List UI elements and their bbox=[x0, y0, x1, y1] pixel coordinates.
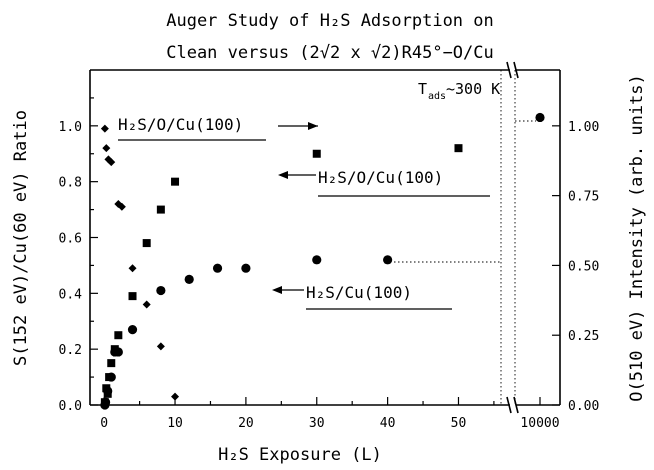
x-tick-label: 10000 bbox=[520, 416, 559, 431]
chart-title-line-1: Auger Study of H₂S Adsorption on bbox=[166, 11, 494, 31]
square-point bbox=[156, 205, 165, 214]
x-tick-label: 0 bbox=[100, 416, 108, 431]
temperature-annotation: T ads ~300 K bbox=[418, 80, 500, 102]
y-axis-right-ticks: 0.00 0.25 0.50 0.75 1.00 bbox=[552, 120, 599, 414]
x-tick-label: 30 bbox=[309, 416, 325, 431]
y-left-tick-label: 0.2 bbox=[59, 343, 82, 358]
y-left-tick-label: 0.0 bbox=[59, 399, 82, 414]
circle-point bbox=[383, 255, 393, 265]
annotation-label-3: H₂S/Cu(100) bbox=[306, 283, 412, 302]
diamond-point bbox=[117, 202, 126, 211]
x-tick-label: 10 bbox=[167, 416, 183, 431]
y-left-tick-label: 0.8 bbox=[59, 176, 82, 191]
y-right-tick-label: 0.00 bbox=[568, 399, 599, 414]
y-left-tick-label: 1.0 bbox=[59, 120, 82, 135]
y-axis-left-label: S(152 eV)/Cu(60 eV) Ratio bbox=[11, 110, 31, 366]
circle-point bbox=[156, 285, 166, 296]
temperature-subscript: ads bbox=[428, 91, 446, 102]
y-axis-left-ticks: 0.0 0.2 0.4 0.6 0.8 1.0 bbox=[59, 97, 98, 414]
circle-point bbox=[127, 325, 138, 335]
annotation-o-cu-right: H₂S/O/Cu(100) bbox=[118, 115, 318, 141]
diamond-point bbox=[128, 264, 137, 273]
x-tick-label: 50 bbox=[451, 416, 467, 431]
circle-point bbox=[113, 347, 123, 357]
diamond-point bbox=[102, 144, 111, 153]
temperature-value: ~300 K bbox=[446, 80, 500, 98]
square-point bbox=[312, 149, 321, 158]
x-tick-label: 20 bbox=[238, 416, 254, 431]
annotation-o-cu-left: H₂S/O/Cu(100) bbox=[278, 168, 490, 197]
diamond-point bbox=[107, 158, 116, 167]
y-right-tick-label: 0.75 bbox=[568, 190, 599, 205]
x-tick-label: 40 bbox=[380, 416, 396, 431]
diamond-point bbox=[171, 392, 180, 401]
chart-title-line-2: Clean versus (2√2 x √2)R45°−O/Cu bbox=[166, 43, 494, 63]
circle-point bbox=[184, 274, 194, 284]
break-connectors bbox=[386, 120, 536, 263]
square-point bbox=[107, 359, 116, 368]
square-point bbox=[114, 331, 123, 340]
x-axis-label: H₂S Exposure (L) bbox=[218, 445, 382, 465]
y-left-tick-label: 0.4 bbox=[59, 287, 83, 302]
annotation-cu: H₂S/Cu(100) bbox=[272, 283, 452, 310]
y-right-tick-label: 0.50 bbox=[568, 259, 599, 274]
x-axis-ticks: 0 10 20 30 40 50 10000 bbox=[100, 397, 560, 431]
data-marks bbox=[100, 112, 545, 410]
circle-point bbox=[100, 397, 111, 407]
square-point bbox=[128, 292, 137, 301]
y-left-tick-label: 0.6 bbox=[59, 232, 82, 247]
diamond-point bbox=[100, 124, 109, 133]
diamond-point bbox=[156, 342, 165, 351]
circle-point bbox=[535, 112, 545, 123]
y-right-tick-label: 0.25 bbox=[568, 329, 599, 344]
circle-point bbox=[103, 386, 113, 396]
annotation-label-1: H₂S/O/Cu(100) bbox=[118, 115, 243, 134]
circle-point bbox=[241, 263, 251, 273]
square-point bbox=[454, 144, 463, 153]
annotation-label-2: H₂S/O/Cu(100) bbox=[318, 168, 443, 187]
y-axis-right-label: O(510 eV) Intensity (arb. units) bbox=[627, 74, 647, 402]
temperature-symbol: T bbox=[418, 80, 427, 98]
circle-point bbox=[106, 372, 116, 382]
y-right-tick-label: 1.00 bbox=[568, 120, 599, 135]
square-point bbox=[142, 239, 151, 248]
diamond-point bbox=[142, 300, 151, 309]
circle-point bbox=[212, 263, 223, 273]
square-point bbox=[171, 177, 180, 186]
circle-point bbox=[312, 255, 322, 265]
